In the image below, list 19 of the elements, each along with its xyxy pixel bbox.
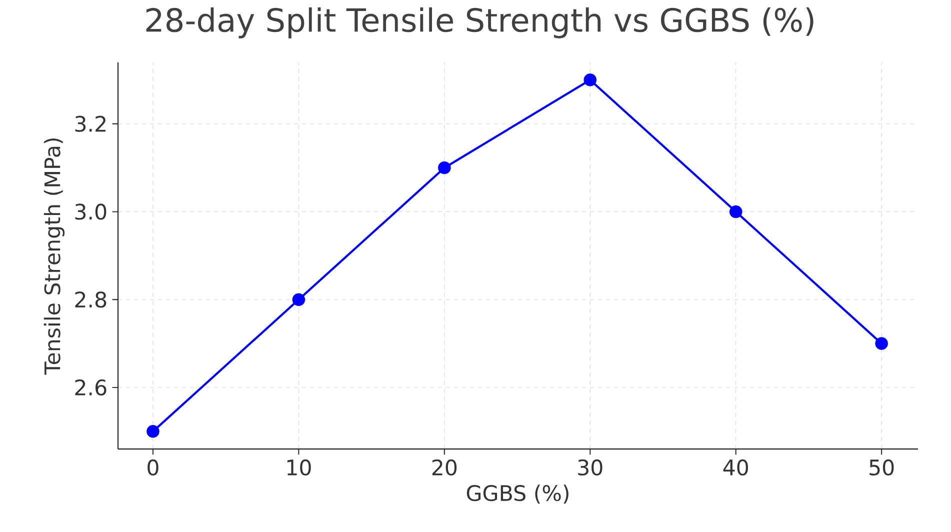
point <box>292 293 306 306</box>
point <box>584 74 597 86</box>
y-axis-title: Tensile Strength (MPa) <box>44 138 65 375</box>
chart-title: 28-day Split Tensile Strength vs GGBS (%) <box>146 7 814 38</box>
point <box>729 205 742 218</box>
point <box>146 425 160 438</box>
y-tick-label: 3.0 <box>75 204 106 220</box>
x-tick-label: 0 <box>148 459 158 476</box>
x-axis-title: GGBS (%) <box>466 484 568 504</box>
x-tick-label: 30 <box>578 459 602 476</box>
y-tick-label: 3.2 <box>75 116 106 132</box>
y-tick-label: 2.6 <box>75 379 106 396</box>
x-tick-label: 50 <box>870 459 894 476</box>
x-tick-label: 20 <box>432 459 457 476</box>
y-tick-label: 2.8 <box>75 292 106 308</box>
point <box>438 161 451 174</box>
x-tick-label: 10 <box>287 459 311 476</box>
point <box>875 337 888 350</box>
x-tick-label: 40 <box>723 459 748 476</box>
